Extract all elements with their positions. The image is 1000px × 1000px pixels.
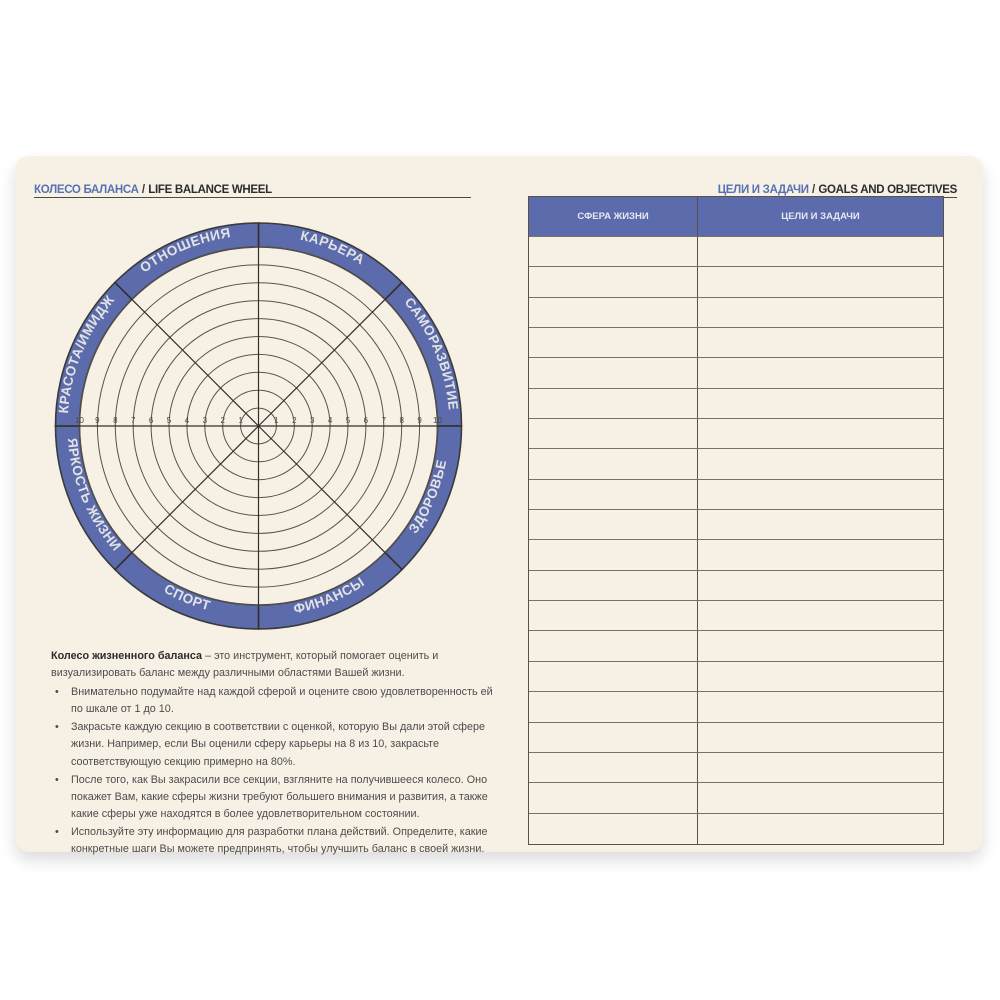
svg-text:6: 6 xyxy=(149,416,154,425)
svg-text:7: 7 xyxy=(382,416,387,425)
svg-text:8: 8 xyxy=(399,416,404,425)
svg-text:4: 4 xyxy=(328,416,333,425)
svg-text:10: 10 xyxy=(75,416,84,425)
svg-text:7: 7 xyxy=(131,416,136,425)
svg-text:5: 5 xyxy=(346,416,351,425)
svg-text:5: 5 xyxy=(167,416,172,425)
svg-text:3: 3 xyxy=(310,416,315,425)
svg-text:1: 1 xyxy=(274,416,279,425)
svg-text:2: 2 xyxy=(292,416,297,425)
svg-text:9: 9 xyxy=(417,416,422,425)
svg-text:2: 2 xyxy=(220,416,225,425)
svg-text:10: 10 xyxy=(433,416,442,425)
svg-text:9: 9 xyxy=(95,416,100,425)
svg-text:3: 3 xyxy=(203,416,208,425)
svg-text:4: 4 xyxy=(185,416,190,425)
svg-text:6: 6 xyxy=(364,416,369,425)
svg-text:8: 8 xyxy=(113,416,118,425)
svg-text:1: 1 xyxy=(238,416,243,425)
